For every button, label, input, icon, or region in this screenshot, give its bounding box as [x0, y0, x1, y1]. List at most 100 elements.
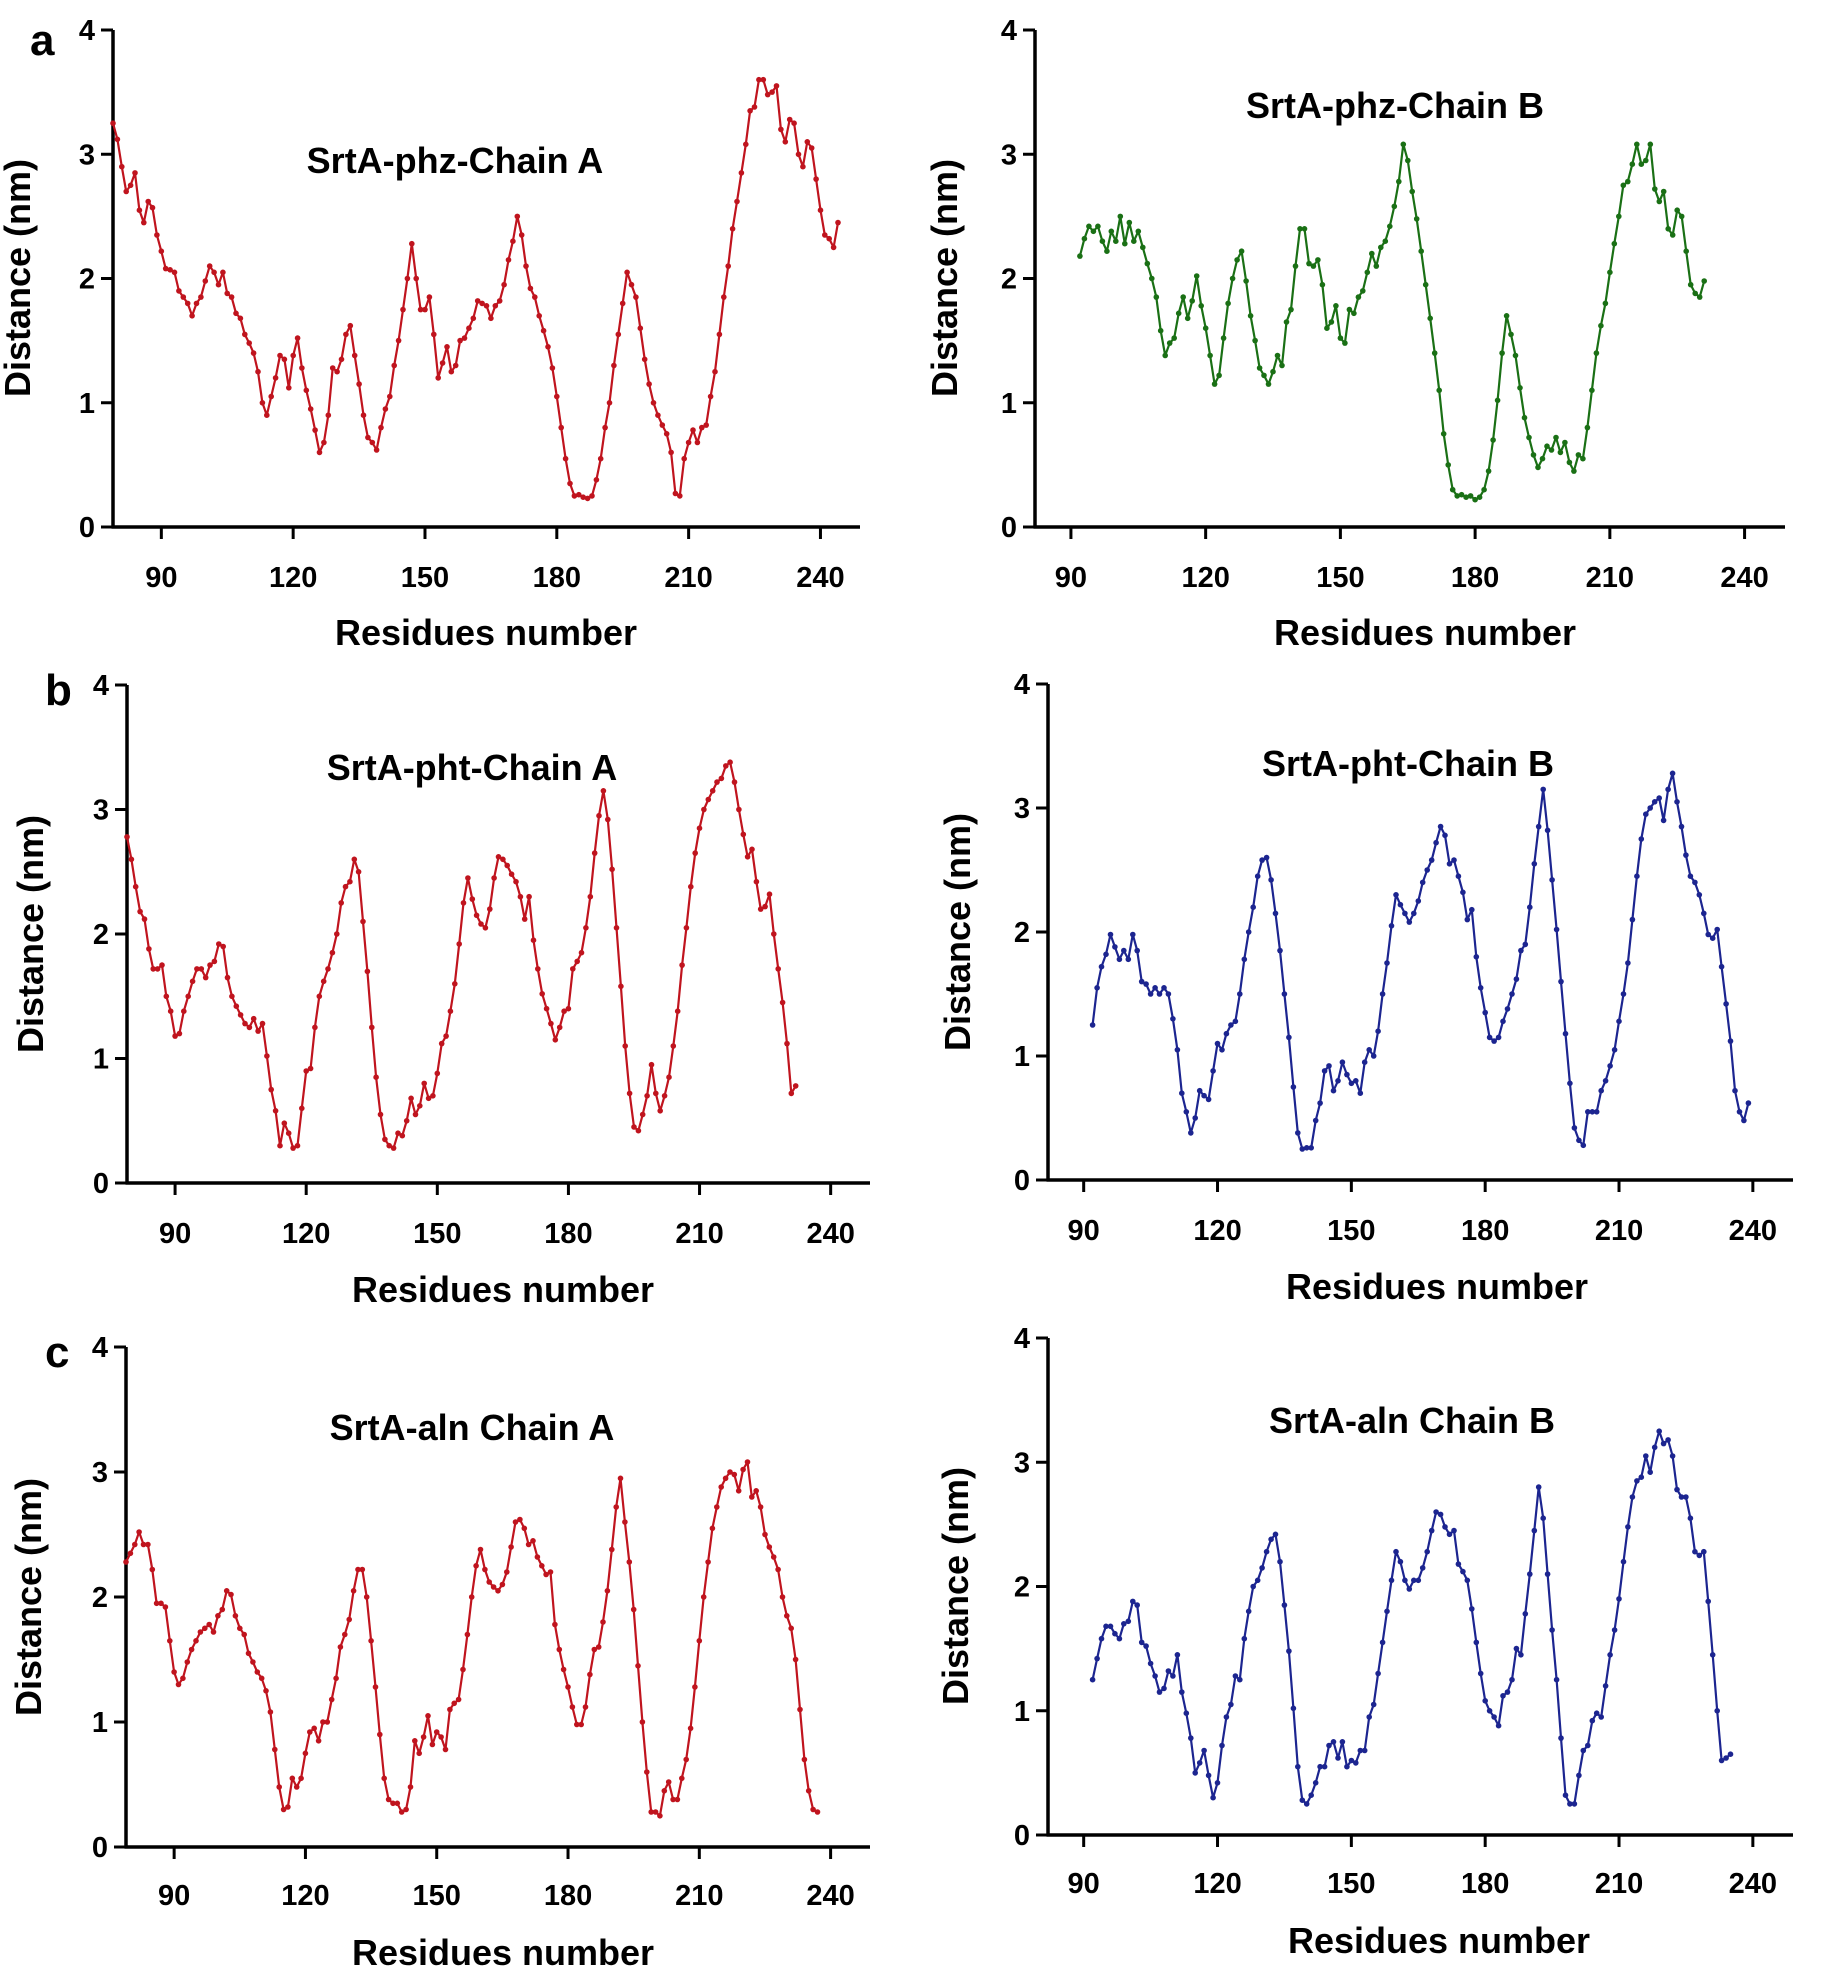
data-point [417, 306, 424, 313]
data-point [1678, 1494, 1685, 1500]
data-point [1192, 1770, 1198, 1776]
data-point [1175, 310, 1182, 317]
data-point [216, 941, 222, 947]
data-point [1741, 1117, 1747, 1124]
chart-title: SrtA-pht-Chain B [1262, 743, 1554, 784]
data-point [1473, 1639, 1480, 1646]
y-tick-label: 4 [79, 15, 95, 47]
data-point [280, 1806, 287, 1813]
data-point [1245, 1608, 1252, 1615]
data-point [561, 1008, 567, 1014]
data-point [435, 375, 442, 381]
data-point [773, 83, 780, 89]
data-point [448, 368, 455, 375]
data-point [757, 906, 764, 912]
data-point [1355, 294, 1362, 300]
data-point [1652, 186, 1658, 192]
data-point [1509, 1676, 1515, 1683]
data-point [229, 993, 235, 1000]
data-point [661, 1788, 668, 1794]
data-point [255, 1028, 261, 1034]
data-point [1183, 1710, 1190, 1716]
data-point [408, 1095, 414, 1102]
data-point [377, 1111, 384, 1118]
data-point [141, 219, 147, 226]
data-point [1188, 1130, 1194, 1136]
data-point [325, 966, 331, 972]
data-point [206, 1621, 212, 1628]
data-point [346, 1616, 353, 1623]
data-point [382, 1136, 388, 1143]
data-point [325, 412, 332, 419]
data-point [709, 788, 716, 794]
data-point [817, 207, 824, 213]
data-point [1647, 1469, 1653, 1475]
data-point [1344, 1763, 1350, 1770]
data-point [473, 1563, 479, 1569]
y-tick-label: 3 [93, 795, 109, 827]
data-point [1593, 350, 1600, 356]
data-point [172, 1033, 178, 1039]
data-point [800, 163, 806, 170]
data-point [788, 1090, 795, 1097]
data-point [797, 1706, 803, 1713]
data-point [1535, 823, 1542, 830]
data-point [1397, 1558, 1404, 1565]
data-point [1166, 340, 1173, 346]
data-point [473, 912, 480, 919]
data-point [1286, 1648, 1292, 1654]
data-point [167, 1008, 174, 1014]
data-point [639, 1111, 646, 1118]
data-point [830, 244, 837, 251]
data-point [202, 974, 209, 981]
data-point [1723, 1755, 1729, 1761]
data-point [1477, 1670, 1484, 1677]
data-point [615, 331, 622, 338]
data-point [316, 993, 323, 1000]
data-point [311, 1725, 318, 1732]
data-point [1512, 352, 1519, 359]
data-point [653, 1090, 659, 1097]
chart-title: SrtA-pht-Chain A [327, 747, 618, 788]
chart-panel-c-left: 0 1 2 3 4 90 120 150 180 210 240 SrtA-aln Chain A Re… [8, 1328, 870, 1973]
data-point [613, 1504, 619, 1510]
data-point [482, 925, 489, 931]
data-point [1620, 991, 1627, 997]
data-point [286, 385, 292, 391]
data-point [1575, 452, 1582, 458]
data-point [193, 300, 200, 307]
data-point [1268, 1536, 1274, 1543]
data-point [347, 322, 354, 329]
data-point [1643, 811, 1649, 817]
data-point [1170, 1673, 1176, 1679]
data-point [1540, 786, 1546, 793]
data-point [835, 219, 841, 226]
data-point [1126, 219, 1133, 226]
data-point [359, 1566, 366, 1573]
data-point [1580, 455, 1586, 462]
data-point [258, 1675, 265, 1682]
data-point [1263, 854, 1270, 861]
data-point [1094, 1655, 1100, 1662]
data-point [145, 1541, 151, 1548]
data-point [171, 1669, 177, 1675]
data-point [1625, 960, 1631, 966]
x-tick-label: 210 [675, 1880, 723, 1912]
data-point [543, 1005, 550, 1012]
data-point [1153, 294, 1160, 300]
x-tick-label: 90 [1068, 1868, 1100, 1900]
data-point [477, 1546, 484, 1553]
data-point [775, 1566, 781, 1573]
data-point [277, 1142, 283, 1149]
data-point [527, 285, 534, 292]
data-point [740, 831, 747, 838]
data-point [163, 993, 170, 1000]
data-point [1252, 337, 1258, 344]
data-point [149, 1566, 156, 1573]
data-point [722, 1475, 729, 1482]
y-tick-label: 0 [79, 512, 95, 544]
chart-panel-a-left: 0 1 2 3 4 90 120 150 180 210 240 SrtA-phz-Chain A Re… [0, 15, 860, 653]
data-point [1228, 1022, 1234, 1028]
data-point [276, 1784, 283, 1790]
data-point [1131, 238, 1137, 244]
